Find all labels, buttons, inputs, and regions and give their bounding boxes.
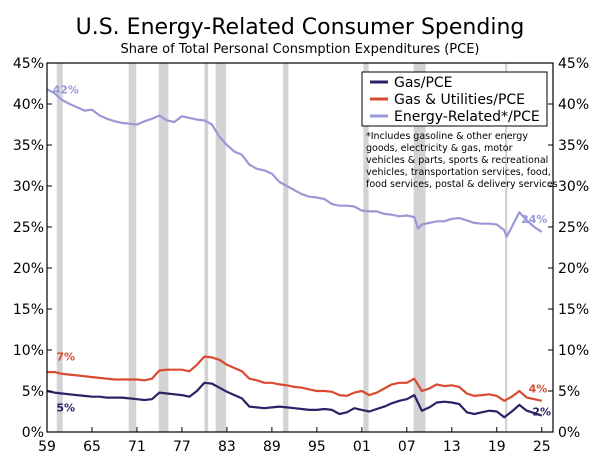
x-tick-label: 25	[533, 439, 551, 455]
recession-band-6	[283, 63, 289, 432]
legend-note-line-5: food services, postal & delivery service…	[366, 179, 558, 190]
legend-note-line-1: *Includes gasoline & other energy	[366, 131, 528, 142]
y-tick-label-right: 20%	[558, 261, 589, 277]
y-tick-label-right: 5%	[558, 384, 580, 400]
y-tick-label-right: 35%	[558, 138, 589, 154]
data-label-gas-utilities-pce: 7%	[56, 351, 75, 364]
series-end-labels: 42% 24% 7% 4% 5% 2%	[53, 83, 552, 418]
x-tick-label: 71	[128, 439, 146, 455]
recession-band-1	[56, 63, 63, 432]
y-tick-label-right: 45%	[558, 56, 589, 72]
legend: Gas/PCE Gas & Utilities/PCE Energy-Relat…	[361, 71, 548, 127]
recession-band-7	[363, 63, 369, 432]
y-tick-label-right: 0%	[558, 425, 580, 441]
x-tick-label: 65	[83, 439, 101, 455]
y-tick-label-right: 15%	[558, 302, 589, 318]
legend-note-line-3: vehicles & parts, sports & recreational	[366, 155, 548, 166]
y-tick-label-left: 15%	[13, 302, 44, 318]
y-tick-label-left: 20%	[13, 261, 44, 277]
legend-box	[361, 71, 548, 127]
legend-label-gas: Gas/PCE	[394, 75, 453, 91]
recession-band-5	[215, 63, 227, 432]
legend-note-line-4: vehicles, transportation services, food,	[366, 167, 551, 178]
plot-frame	[46, 62, 554, 433]
y-tick-label-left: 0%	[22, 425, 44, 441]
x-tick-label: 19	[488, 439, 506, 455]
data-label-gas-utilities-pce: 4%	[529, 383, 548, 396]
legend-label-gas-utilities: Gas & Utilities/PCE	[394, 92, 525, 108]
x-tick-label: 59	[38, 439, 56, 455]
x-tick-label: 13	[443, 439, 461, 455]
x-tick-label: 77	[173, 439, 191, 455]
x-tick-label: 07	[398, 439, 416, 455]
series-line-energy-related-pce	[46, 88, 543, 238]
y-tick-label-left: 45%	[13, 56, 44, 72]
data-label-energy-related-pce: 24%	[521, 213, 547, 226]
axis-ticks: 0% 0% 5% 5% 10% 10% 15% 15% 20% 20% 25% 25% 30% 30% 35…	[13, 56, 589, 455]
x-tick-label: 89	[263, 439, 281, 455]
legend-label-energy-related: Energy-Related*/PCE	[394, 109, 540, 125]
recession-bands	[56, 63, 508, 432]
recession-band-4	[204, 63, 209, 432]
data-label-gas-pce: 2%	[532, 406, 551, 419]
series-line-gas-pce	[46, 381, 543, 419]
y-tick-label-right: 10%	[558, 343, 589, 359]
y-tick-label-left: 5%	[22, 384, 44, 400]
x-tick-label: 01	[353, 439, 371, 455]
y-tick-label-left: 30%	[13, 179, 44, 195]
series-lines	[46, 88, 543, 419]
recession-band-8	[413, 63, 426, 432]
y-tick-label-left: 35%	[13, 138, 44, 154]
x-tick-label: 95	[308, 439, 326, 455]
recession-band-2	[128, 63, 137, 432]
x-tick-label: 83	[218, 439, 236, 455]
legend-note-line-2: goods, electricity & gas, motor	[366, 143, 513, 154]
data-label-energy-related-pce: 42%	[53, 83, 79, 96]
y-tick-label-right: 25%	[558, 220, 589, 236]
chart-subtitle: Share of Total Personal Consmption Expen…	[120, 42, 479, 57]
y-tick-label-left: 25%	[13, 220, 44, 236]
recession-band-3	[158, 63, 169, 432]
y-tick-label-right: 40%	[558, 97, 589, 113]
y-tick-label-left: 10%	[13, 343, 44, 359]
recession-band-9	[505, 63, 508, 432]
legend-note: *Includes gasoline & other energy goods,…	[366, 131, 558, 190]
chart-title: U.S. Energy-Related Consumer Spending	[76, 15, 525, 40]
y-tick-label-left: 40%	[13, 97, 44, 113]
data-label-gas-pce: 5%	[56, 402, 75, 415]
y-tick-label-right: 30%	[558, 179, 589, 195]
series-line-gas-utilities-pce	[47, 355, 543, 402]
